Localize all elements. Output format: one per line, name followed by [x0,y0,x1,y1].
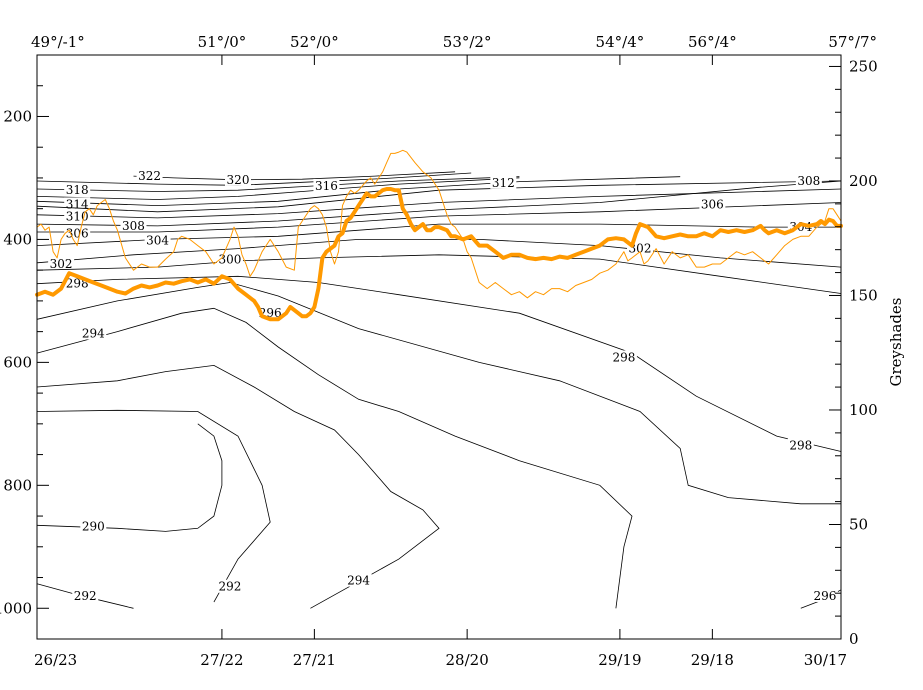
contour-line [36,307,633,609]
contour-label: 316 [315,179,338,193]
bottom-tick-label: 28/20 [446,651,489,669]
top-tick-label: 49°/-1° [31,33,85,51]
top-tick-label: 53°/2° [443,33,492,51]
contour-label-bg [313,178,340,192]
contour-label-bg [216,252,243,266]
contour-label-bg [699,197,726,211]
contour-label-bg [345,573,372,587]
bottom-tick-label: 27/21 [293,651,336,669]
contour-label: 320 [227,173,250,187]
top-tick-label: 51°/0° [198,33,247,51]
contour-label: 296 [813,589,836,603]
contour-label-bg [136,169,163,183]
contour-label-bg [64,183,91,197]
top-tick-label: 56°/4° [688,33,737,51]
series-layer [35,149,843,322]
bottom-tick-label: 29/18 [691,651,734,669]
bottom-tick-label: 29/19 [598,651,641,669]
contour-line [37,202,842,233]
series-line-thick [35,187,843,322]
contour-label: 322 [138,169,161,183]
contour-label-bg [80,326,107,340]
series-line-thin [36,149,842,299]
contour-line [36,180,842,227]
contour-line [36,172,472,186]
contour-line [36,188,842,219]
contour-label-bg [216,579,243,593]
contour-label: 306 [66,226,89,240]
bottom-tick-label: 27/22 [200,651,243,669]
contour-line [36,275,842,452]
contour-line [36,180,842,213]
contour-label-bg [795,174,822,188]
contour-label: 308 [797,174,820,188]
right-tick-label: 100 [849,401,878,419]
contour-label-bg [72,588,99,602]
top-axis: 49°/-1° 51°/0° 52°/0° 53°/2° 54°/4° 56°/4° 57°… [31,33,877,65]
right-axis-label: Greyshades [887,298,905,387]
contour-label: 300 [219,253,242,267]
contour-label: 298 [789,438,812,452]
contour-label-bg [225,172,251,186]
left-axis: 200 400 600 800 1000 [0,85,49,640]
right-tick-label: 50 [849,515,868,533]
contour-label: 290 [82,520,105,534]
contour-label: 308 [122,219,145,233]
contour-label: 312 [492,176,515,190]
contour-label-bg [490,175,517,189]
contour-label: 294 [82,326,105,340]
contour-line [36,409,271,603]
contour-line [36,177,520,200]
top-tick-label: 57°/7° [828,33,877,51]
plot-frame [36,54,842,640]
contour-line [36,423,223,532]
contour-label-bg [80,519,107,533]
contour-label-bg [787,438,814,452]
left-tick-label: 1000 [0,599,32,617]
contour-line [133,171,456,181]
contour-line [36,239,842,268]
left-tick-label: 800 [3,476,32,494]
right-tick-label: 250 [849,57,878,75]
bottom-tick-label: 30/17 [804,651,847,669]
contour-line [36,176,681,207]
contour-label-bg [120,218,147,232]
contour-line [36,254,842,294]
contour-label: 302 [629,242,652,256]
contour-label-bg [811,588,838,602]
top-tick-label: 52°/0° [290,33,339,51]
contour-label: 302 [50,257,73,271]
contour-label: 304 [146,234,169,248]
contour-label: 298 [612,350,635,364]
left-tick-label: 400 [3,230,32,248]
top-tick-label: 54°/4° [596,33,645,51]
contour-line [36,282,841,505]
bottom-axis: 26/23 27/22 27/21 28/20 29/19 29/18 30/17 [34,629,847,669]
contour-label-bg [48,257,75,271]
right-tick-label: 150 [849,286,878,304]
contour-label: 318 [66,183,89,197]
left-tick-label: 600 [3,353,32,371]
contour-line [36,364,440,609]
bottom-tick-label: 26/23 [34,651,77,669]
right-tick-label: 0 [849,630,859,648]
contour-label-bg [64,197,91,211]
contour-label-bg [64,226,91,240]
left-tick-label: 200 [3,107,32,125]
contour-label-bg [610,350,637,364]
contour-label: 292 [74,589,97,603]
contour-line [36,176,520,192]
contour-label-bg [144,233,171,247]
contour-label: 294 [347,574,370,588]
contour-label: 306 [701,197,724,211]
right-tick-label: 200 [849,172,878,190]
right-axis: 0 50 100 150 200 250 [829,57,878,648]
contour-label: 292 [219,580,242,594]
